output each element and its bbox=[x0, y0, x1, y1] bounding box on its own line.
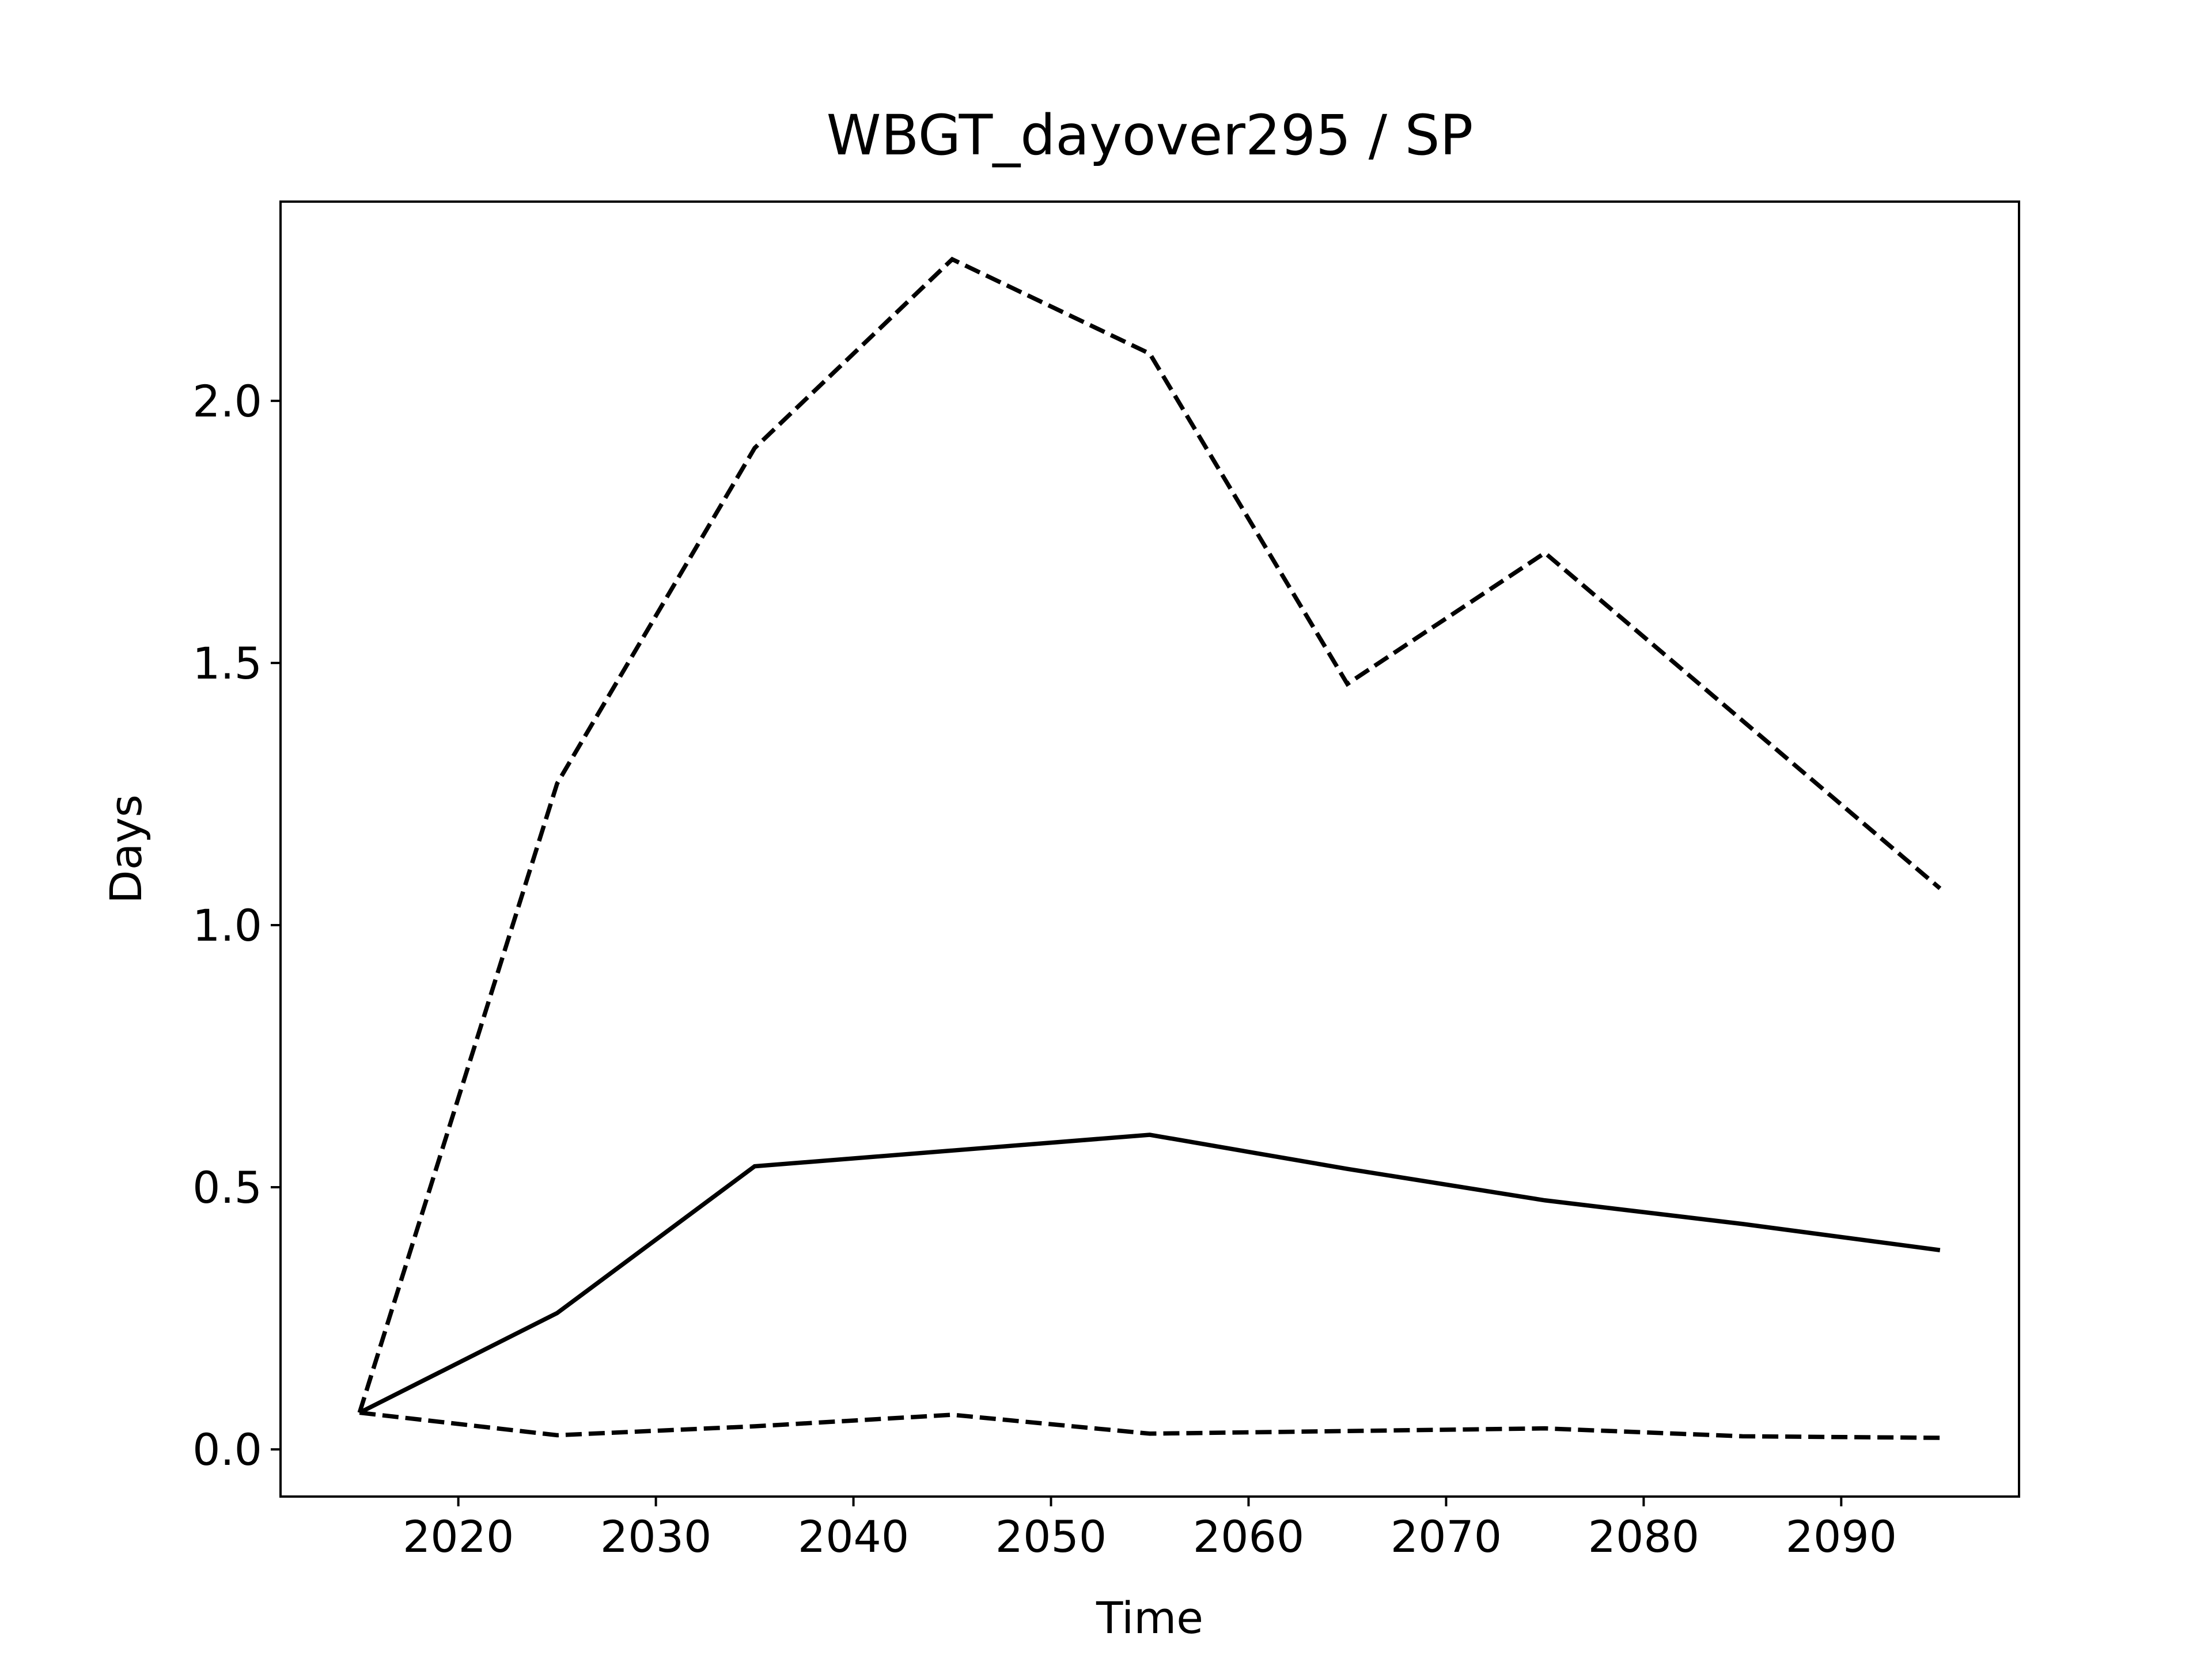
x-tick-label: 2080 bbox=[1588, 1511, 1699, 1562]
x-tick-label: 2070 bbox=[1391, 1511, 1502, 1562]
x-tick-label: 2030 bbox=[600, 1511, 711, 1562]
x-tick-label: 2060 bbox=[1193, 1511, 1304, 1562]
y-tick-label: 0.5 bbox=[192, 1162, 262, 1213]
y-tick-label: 2.0 bbox=[192, 376, 262, 427]
x-tick-label: 2090 bbox=[1786, 1511, 1897, 1562]
y-tick-label: 1.0 bbox=[192, 900, 262, 951]
series-line bbox=[358, 1132, 1941, 1415]
y-axis-label: Days bbox=[100, 794, 151, 904]
x-tick-label: 2050 bbox=[995, 1511, 1107, 1562]
chart-title: WBGT_dayover295 / SP bbox=[827, 103, 1474, 168]
x-tick-label: 2020 bbox=[403, 1511, 514, 1562]
y-tick-label: 1.5 bbox=[192, 638, 262, 689]
x-tick-label: 2040 bbox=[798, 1511, 909, 1562]
x-axis-label: Time bbox=[1096, 1592, 1203, 1643]
y-tick-label: 0.0 bbox=[192, 1424, 262, 1475]
series-line bbox=[357, 256, 1942, 1414]
series-line bbox=[359, 1410, 1940, 1440]
plot-frame bbox=[279, 200, 2020, 1498]
